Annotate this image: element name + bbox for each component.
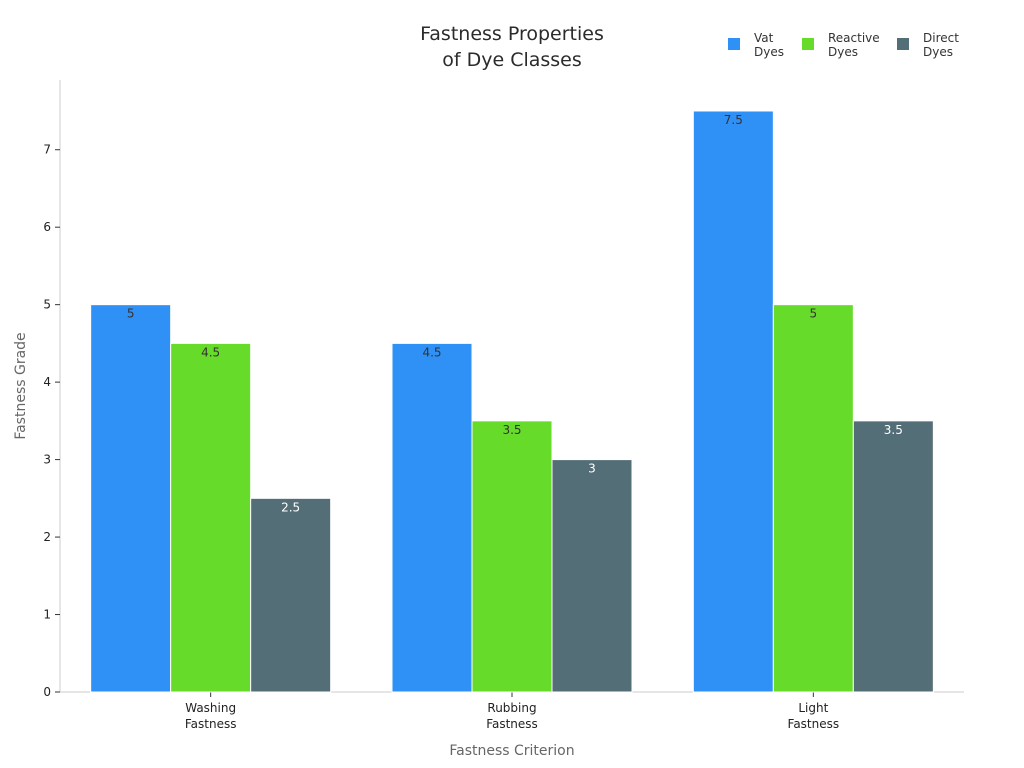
y-tick-label: 3: [43, 453, 51, 467]
y-tick-label: 5: [43, 298, 51, 312]
legend-label: Dyes: [923, 45, 953, 59]
x-category-label: Fastness: [788, 717, 840, 731]
legend-label: Direct: [923, 31, 959, 45]
legend-swatch: [897, 38, 909, 50]
bar: [852, 420, 934, 693]
y-tick-label: 2: [43, 530, 51, 544]
y-tick-label: 1: [43, 608, 51, 622]
bar-data-label: 3.5: [502, 423, 521, 437]
legend-swatch: [728, 38, 740, 50]
y-tick-label: 7: [43, 143, 51, 157]
chart-title-line-1: Fastness Properties: [420, 23, 604, 45]
bar: [551, 459, 633, 693]
bar: [250, 497, 332, 693]
bar-data-label: 5: [127, 307, 135, 321]
x-category-label: Fastness: [185, 717, 237, 731]
bar-data-label: 4.5: [201, 345, 220, 359]
y-tick-label: 4: [43, 375, 51, 389]
bar-data-label: 3.5: [884, 423, 903, 437]
bar-data-label: 4.5: [422, 345, 441, 359]
bar-data-label: 5: [810, 307, 818, 321]
legend-label: Reactive: [828, 31, 880, 45]
x-axis-title: Fastness Criterion: [449, 743, 574, 759]
bar-data-label: 3: [588, 462, 596, 476]
y-tick-label: 6: [43, 220, 51, 234]
x-category-label: Light: [798, 701, 828, 715]
bar: [170, 342, 252, 693]
legend-label: Vat: [754, 31, 774, 45]
bar-data-label: 7.5: [724, 113, 743, 127]
chart-title: Fastness Properties of Dye Classes: [420, 23, 604, 71]
bar: [471, 420, 553, 693]
x-category-label: Washing: [185, 701, 236, 715]
bar: [391, 342, 473, 693]
y-axis-title: Fastness Grade: [13, 332, 29, 439]
legend-label: Dyes: [828, 45, 858, 59]
chart-title-line-2: of Dye Classes: [442, 49, 582, 71]
y-tick-label: 0: [43, 685, 51, 699]
x-category-label: Rubbing: [487, 701, 536, 715]
bar-data-label: 2.5: [281, 500, 300, 514]
bars: 5 4.5 2.5 4.5 3.5 3 7.5 5 3.5: [90, 110, 934, 693]
bar: [692, 110, 774, 693]
legend-swatch: [802, 38, 814, 50]
bar: [90, 304, 172, 693]
bar: [772, 304, 854, 693]
x-category-label: Fastness: [486, 717, 538, 731]
legend-label: Dyes: [754, 45, 784, 59]
